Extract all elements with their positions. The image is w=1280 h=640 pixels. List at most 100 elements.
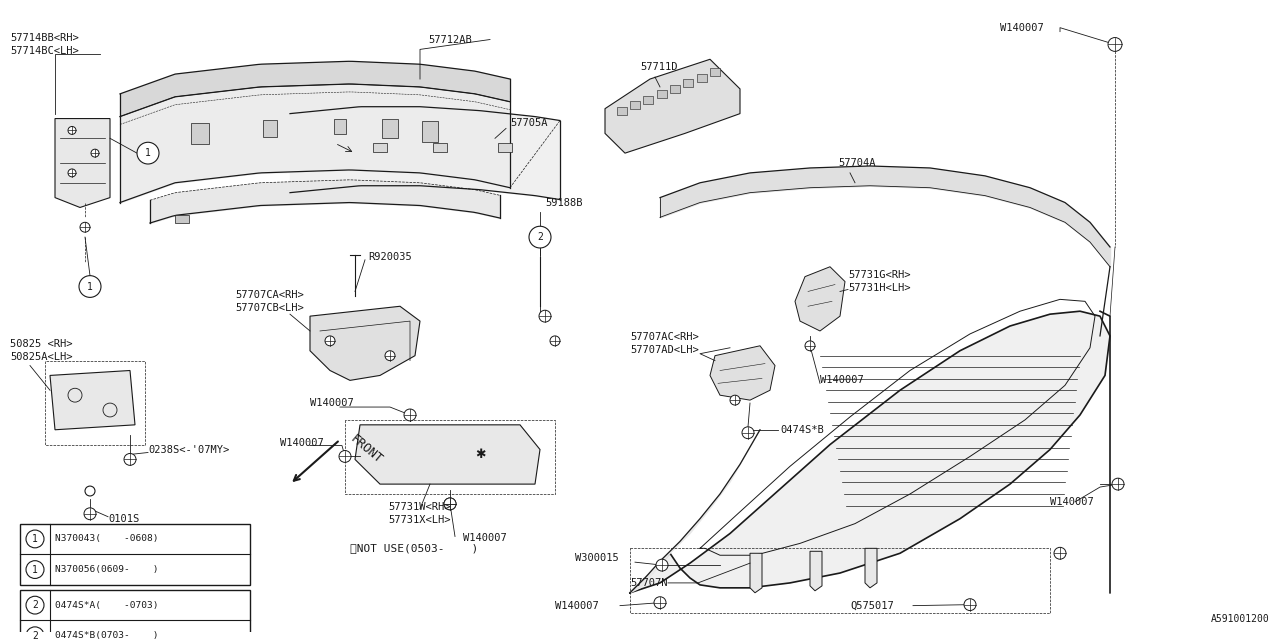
Circle shape (124, 454, 136, 465)
FancyBboxPatch shape (710, 68, 719, 76)
Circle shape (79, 222, 90, 232)
Text: 1: 1 (32, 534, 38, 544)
Circle shape (805, 341, 815, 351)
FancyBboxPatch shape (20, 524, 250, 585)
Circle shape (444, 498, 456, 510)
Circle shape (385, 351, 396, 360)
Circle shape (404, 409, 416, 421)
FancyBboxPatch shape (372, 143, 387, 152)
Text: 1: 1 (32, 564, 38, 575)
Circle shape (91, 149, 99, 157)
Text: W140007: W140007 (1000, 22, 1043, 33)
Circle shape (444, 498, 456, 510)
FancyBboxPatch shape (696, 74, 707, 82)
Circle shape (539, 310, 550, 322)
FancyBboxPatch shape (684, 79, 694, 88)
Text: 59188B: 59188B (545, 198, 582, 207)
Circle shape (325, 336, 335, 346)
Text: N370043(    -0608): N370043( -0608) (55, 534, 159, 543)
Text: 0474S*B: 0474S*B (780, 425, 824, 435)
Polygon shape (355, 425, 540, 484)
Text: 57704A: 57704A (838, 158, 876, 168)
FancyBboxPatch shape (334, 118, 346, 134)
Circle shape (137, 142, 159, 164)
Text: 57707N: 57707N (630, 578, 667, 588)
Polygon shape (795, 267, 845, 331)
FancyBboxPatch shape (20, 590, 250, 640)
Text: Q575017: Q575017 (850, 600, 893, 611)
Text: 0238S<-'07MY>: 0238S<-'07MY> (148, 445, 229, 454)
Text: 57707CA<RH>
57707CB<LH>: 57707CA<RH> 57707CB<LH> (236, 290, 303, 313)
Circle shape (79, 276, 101, 298)
Polygon shape (750, 553, 762, 593)
Text: R920035: R920035 (369, 252, 412, 262)
Text: 57714BB<RH>
57714BC<LH>: 57714BB<RH> 57714BC<LH> (10, 33, 79, 56)
Text: 0474S*A(    -0703): 0474S*A( -0703) (55, 600, 159, 610)
Text: 57731W<RH>
57731X<LH>: 57731W<RH> 57731X<LH> (388, 502, 451, 525)
Polygon shape (630, 430, 760, 593)
Circle shape (1053, 547, 1066, 559)
Polygon shape (810, 551, 822, 591)
FancyBboxPatch shape (262, 120, 276, 138)
Text: 1: 1 (145, 148, 151, 158)
Circle shape (68, 127, 76, 134)
FancyBboxPatch shape (669, 85, 680, 93)
Text: 57707AC<RH>
57707AD<LH>: 57707AC<RH> 57707AD<LH> (630, 332, 699, 355)
Circle shape (26, 561, 44, 579)
FancyBboxPatch shape (422, 120, 438, 142)
Text: FRONT: FRONT (348, 433, 385, 467)
FancyBboxPatch shape (381, 118, 398, 138)
Text: 57711D: 57711D (640, 62, 677, 72)
Polygon shape (605, 60, 740, 153)
Polygon shape (55, 118, 110, 207)
Circle shape (730, 395, 740, 405)
Circle shape (26, 596, 44, 614)
Text: W140007: W140007 (1050, 497, 1093, 507)
Circle shape (84, 486, 95, 496)
Circle shape (339, 451, 351, 462)
Text: W300015: W300015 (575, 553, 618, 563)
Circle shape (657, 559, 668, 571)
Text: 1: 1 (87, 282, 93, 291)
Text: N370056(0609-    ): N370056(0609- ) (55, 565, 159, 574)
Text: W140007: W140007 (556, 600, 599, 611)
Circle shape (529, 227, 550, 248)
Text: 2: 2 (538, 232, 543, 242)
Text: 0101S: 0101S (108, 514, 140, 524)
Text: W140007: W140007 (310, 398, 353, 408)
FancyBboxPatch shape (175, 216, 189, 223)
FancyBboxPatch shape (498, 143, 512, 152)
FancyBboxPatch shape (630, 101, 640, 109)
Circle shape (26, 530, 44, 548)
Polygon shape (310, 307, 420, 380)
FancyBboxPatch shape (657, 90, 667, 99)
Text: W140007: W140007 (820, 376, 864, 385)
Text: 0474S*B(0703-    ): 0474S*B(0703- ) (55, 631, 159, 640)
Circle shape (1108, 38, 1123, 51)
Circle shape (68, 169, 76, 177)
Text: W140007: W140007 (280, 438, 324, 447)
FancyBboxPatch shape (191, 122, 209, 144)
Text: 57712AB: 57712AB (428, 35, 472, 45)
Circle shape (654, 596, 666, 609)
Text: A591001200: A591001200 (1211, 614, 1270, 625)
Circle shape (84, 508, 96, 520)
Circle shape (964, 598, 977, 611)
Polygon shape (630, 311, 1110, 593)
Text: 2: 2 (32, 600, 38, 610)
Circle shape (26, 627, 44, 640)
Circle shape (550, 336, 561, 346)
Text: ※NOT USE(0503-    ): ※NOT USE(0503- ) (349, 543, 479, 554)
Polygon shape (50, 371, 134, 430)
FancyBboxPatch shape (433, 143, 447, 152)
Text: 57731G<RH>
57731H<LH>: 57731G<RH> 57731H<LH> (849, 270, 910, 293)
Text: 50825 <RH>
50825A<LH>: 50825 <RH> 50825A<LH> (10, 339, 73, 362)
Text: W140007: W140007 (463, 534, 507, 543)
FancyBboxPatch shape (617, 107, 627, 115)
Polygon shape (865, 548, 877, 588)
FancyBboxPatch shape (644, 96, 653, 104)
Text: ✱: ✱ (475, 448, 485, 461)
Polygon shape (710, 346, 774, 400)
Text: 57705A: 57705A (509, 118, 548, 129)
Circle shape (1112, 478, 1124, 490)
